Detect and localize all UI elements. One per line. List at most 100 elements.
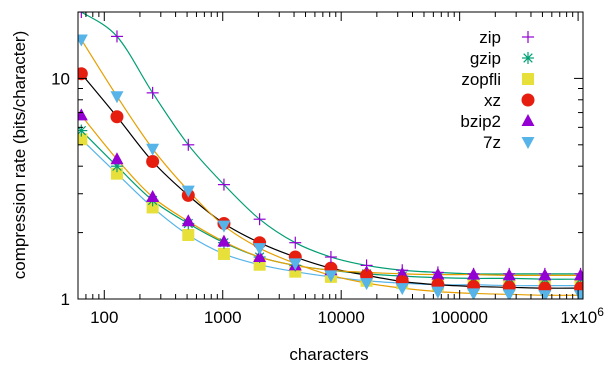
point-7z	[467, 288, 481, 299]
point-xz	[146, 155, 160, 169]
marker-shape	[110, 91, 124, 104]
x-tick-label-exponent: 6	[597, 305, 604, 319]
point-7z	[217, 220, 231, 233]
marker-shape	[181, 185, 195, 198]
point-zopfli	[146, 201, 159, 214]
point-zip	[182, 138, 195, 151]
point-7z	[288, 258, 302, 271]
plot-frame	[77, 11, 584, 300]
marker-shape	[146, 189, 160, 202]
marker-shape	[288, 258, 302, 271]
point-bzip2	[217, 234, 231, 247]
legend-marker-zopfli	[522, 73, 534, 85]
legend-marker-bzip2	[521, 114, 535, 126]
legend-label-gzip: gzip	[470, 49, 501, 68]
point-7z	[78, 34, 88, 47]
point-zopfli	[182, 229, 195, 242]
point-7z	[324, 270, 338, 283]
marker-shape	[78, 108, 88, 121]
legend-label-bzip2: bzip2	[460, 112, 501, 131]
point-zip	[146, 86, 159, 99]
legend-marker-xz	[521, 93, 535, 107]
marker-shape	[181, 214, 195, 227]
marker-shape	[521, 93, 535, 107]
point-xz	[78, 67, 88, 81]
marker-shape	[217, 234, 231, 247]
marker-stroke	[523, 53, 533, 63]
point-bzip2	[78, 108, 88, 121]
point-7z	[431, 286, 445, 299]
point-7z	[395, 283, 409, 296]
point-zip	[217, 178, 230, 191]
x-tick-label: 1x106	[560, 305, 604, 327]
legend: zip gzip zopfli xz bzip2 7z	[460, 28, 535, 152]
legend-marker-7z	[521, 137, 535, 149]
point-bzip2	[253, 250, 267, 263]
point-bzip2	[110, 152, 124, 165]
point-zip	[538, 267, 551, 280]
legend-label-7z: 7z	[483, 133, 501, 152]
marker-shape	[502, 289, 516, 299]
point-bzip2	[181, 214, 195, 227]
x-tick-label: 100000	[431, 308, 488, 327]
y-tick-label: 10	[51, 69, 70, 88]
marker-shape	[110, 152, 124, 165]
point-7z	[110, 91, 124, 104]
point-zip	[503, 267, 516, 280]
marker-shape	[146, 155, 160, 169]
point-zip	[78, 12, 88, 18]
x-tick-label: 10000	[318, 308, 365, 327]
point-7z	[253, 243, 267, 256]
axes	[77, 11, 584, 300]
legend-label-xz: xz	[484, 91, 501, 110]
marker-shape	[360, 278, 374, 291]
point-bzip2	[146, 189, 160, 202]
legend-marker-zip	[522, 31, 534, 43]
legend-label-zip: zip	[479, 28, 501, 47]
marker-shape	[521, 137, 535, 149]
marker-shape	[431, 286, 445, 299]
point-zip	[253, 213, 266, 226]
data-points	[78, 12, 583, 299]
marker-shape	[110, 110, 124, 124]
marker-shape	[146, 201, 159, 214]
marker-shape	[78, 34, 88, 47]
point-zopfli	[217, 247, 230, 260]
marker-shape	[182, 229, 195, 242]
point-zip	[324, 251, 337, 264]
marker-shape	[521, 114, 535, 126]
point-7z	[146, 143, 160, 156]
marker-shape	[253, 243, 267, 256]
point-zip	[574, 267, 583, 280]
x-tick-label: 1000	[204, 308, 242, 327]
marker-shape	[146, 143, 160, 156]
marker-shape	[217, 220, 231, 233]
tick-labels: 1 10 100 1000 10000 100000 1x106	[51, 69, 604, 327]
point-7z	[181, 185, 195, 198]
x-axis-label: characters	[289, 345, 368, 364]
marker-shape	[395, 283, 409, 296]
point-zip	[467, 267, 480, 280]
point-xz	[110, 110, 124, 124]
marker-shape	[110, 167, 123, 180]
marker-shape	[253, 250, 267, 263]
point-zip	[360, 259, 373, 272]
point-zopfli	[78, 133, 88, 146]
y-tick-label: 1	[61, 290, 70, 309]
point-zopfli	[110, 167, 123, 180]
point-7z	[360, 278, 374, 291]
point-7z	[502, 289, 516, 299]
marker-shape	[78, 133, 88, 146]
legend-marker-gzip	[522, 52, 534, 64]
marker-shape	[78, 67, 88, 81]
marker-shape	[217, 247, 230, 260]
y-axis-label: compression rate (bits/character)	[10, 31, 29, 279]
point-zip	[431, 266, 444, 279]
marker-shape	[324, 270, 338, 283]
x-tick-label: 100	[90, 308, 118, 327]
point-7z	[538, 290, 552, 299]
marker-shape	[538, 290, 552, 299]
point-zip	[396, 264, 409, 277]
